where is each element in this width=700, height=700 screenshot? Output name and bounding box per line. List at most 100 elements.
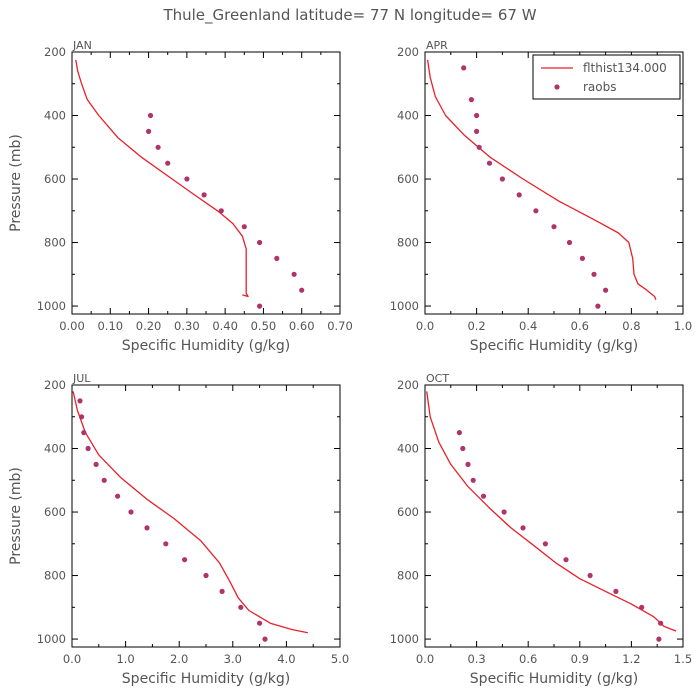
raobs-point [77,398,83,404]
legend-model-label: flthist134.000 [583,61,667,75]
panel-jul: JUL 0.0 1.0 2.0 3.0 4.0 5.0 200 400 600 800 1000 Spe… [8,372,349,687]
y-tick-label: 1000 [37,299,66,313]
raobs-point [81,430,87,436]
raobs-point [85,445,91,452]
raobs-point [144,525,150,531]
x-tick-label: 0.30 [174,319,200,333]
raobs-point [480,493,487,499]
x-tick-label: 1.2 [622,652,640,666]
raobs-point [218,208,224,214]
raobs-point [470,477,476,483]
raobs-point [551,224,557,230]
raobs-point [147,112,154,119]
model-line [426,59,657,300]
y-tick-label: 800 [44,236,66,250]
y-tick-label: 600 [397,172,419,186]
raobs-point [476,144,482,150]
raobs-point [468,97,474,103]
x-tick-label: 0.6 [519,652,537,666]
raobs-point [219,588,225,595]
plot-frame [71,384,341,648]
x-tick-label: 2.0 [170,652,188,666]
y-tick-label: 200 [397,378,419,392]
raobs-point [257,303,263,309]
x-axis-label: Specific Humidity (g/kg) [470,338,638,354]
raobs-point [238,604,244,610]
x-tick-label: 0.8 [622,319,640,333]
y-tick-label: 400 [44,442,66,456]
raobs-point [115,493,121,499]
x-tick-label: 0.4 [519,319,537,333]
raobs-point [101,477,107,483]
x-tick-label: 0.3 [467,652,485,666]
x-tick-label: 1.5 [674,652,692,666]
y-tick-label: 400 [397,109,419,123]
x-tick-label: 4.0 [277,652,295,666]
raobs-point [257,620,263,626]
raobs-point [456,430,462,436]
y-tick-label: 200 [44,45,66,59]
x-tick-label: 5.0 [331,652,349,666]
raobs-point [639,604,645,610]
x-tick-label: 0.0 [416,652,434,666]
figure-title: Thule_Greenland latitude= 77 N longitude… [162,6,536,25]
plot-frame [71,51,341,315]
raobs-point [501,509,507,515]
x-tick-label: 0.10 [97,319,123,333]
panel-jan: JAN 0.00 0.10 0.20 0.30 0.40 0.50 0.60 0.70 200 40… [8,39,353,354]
raobs-point [566,239,573,246]
raobs-point [591,271,597,277]
x-axis-label: Specific Humidity (g/kg) [122,338,290,354]
x-tick-label: 0.40 [212,319,238,333]
raobs-point [542,541,549,547]
raobs-point [474,112,480,119]
panel-title: JAN [72,39,92,52]
y-axis-label: Pressure (mb) [8,134,24,232]
model-line [75,59,249,298]
legend-raobs-label: raobs [583,80,617,94]
raobs-point [155,144,161,150]
raobs-point [146,128,152,134]
raobs-point [182,557,188,563]
y-tick-label: 1000 [390,632,419,646]
y-tick-label: 1000 [37,632,66,646]
panels: JAN 0.00 0.10 0.20 0.30 0.40 0.50 0.60 0.70 200 40… [8,39,692,687]
raobs-point [613,588,619,595]
legend-box [532,54,681,100]
legend-raobs-marker [554,84,560,90]
panel-title: OCT [426,372,449,385]
panel-oct: OCT 0.0 0.3 0.6 0.9 1.2 1.5 200 400 600 800 1000 Spe… [390,372,692,687]
x-tick-label: 1.0 [674,319,692,333]
y-tick-label: 200 [397,45,419,59]
y-axis-label: Pressure (mb) [8,467,24,565]
raobs-point [128,509,134,515]
model-line [426,391,677,632]
x-axis-label: Specific Humidity (g/kg) [122,671,290,687]
raobs-point [163,541,169,547]
y-tick-label: 800 [44,569,66,583]
raobs-point [241,224,247,230]
raobs-point [474,128,480,134]
y-tick-label: 600 [44,505,66,519]
raobs-point [460,445,466,452]
x-axis-label: Specific Humidity (g/kg) [470,671,638,687]
panel-title: APR [426,39,448,52]
raobs-point [203,572,209,579]
x-tick-label: 3.0 [224,652,242,666]
x-tick-label: 0.0 [63,652,81,666]
raobs-point [579,255,586,261]
raobs-point [184,176,190,182]
raobs-point [520,525,526,531]
raobs-point [165,160,171,166]
raobs-point [499,176,505,182]
raobs-point [656,636,662,642]
raobs-point [658,620,664,626]
raobs-point [299,287,305,293]
x-tick-label: 0.70 [327,319,353,333]
raobs-point [93,461,99,467]
y-tick-label: 800 [397,569,419,583]
raobs-point [274,255,280,261]
model-line [72,391,308,634]
raobs-point [603,287,609,293]
raobs-point [587,572,593,579]
